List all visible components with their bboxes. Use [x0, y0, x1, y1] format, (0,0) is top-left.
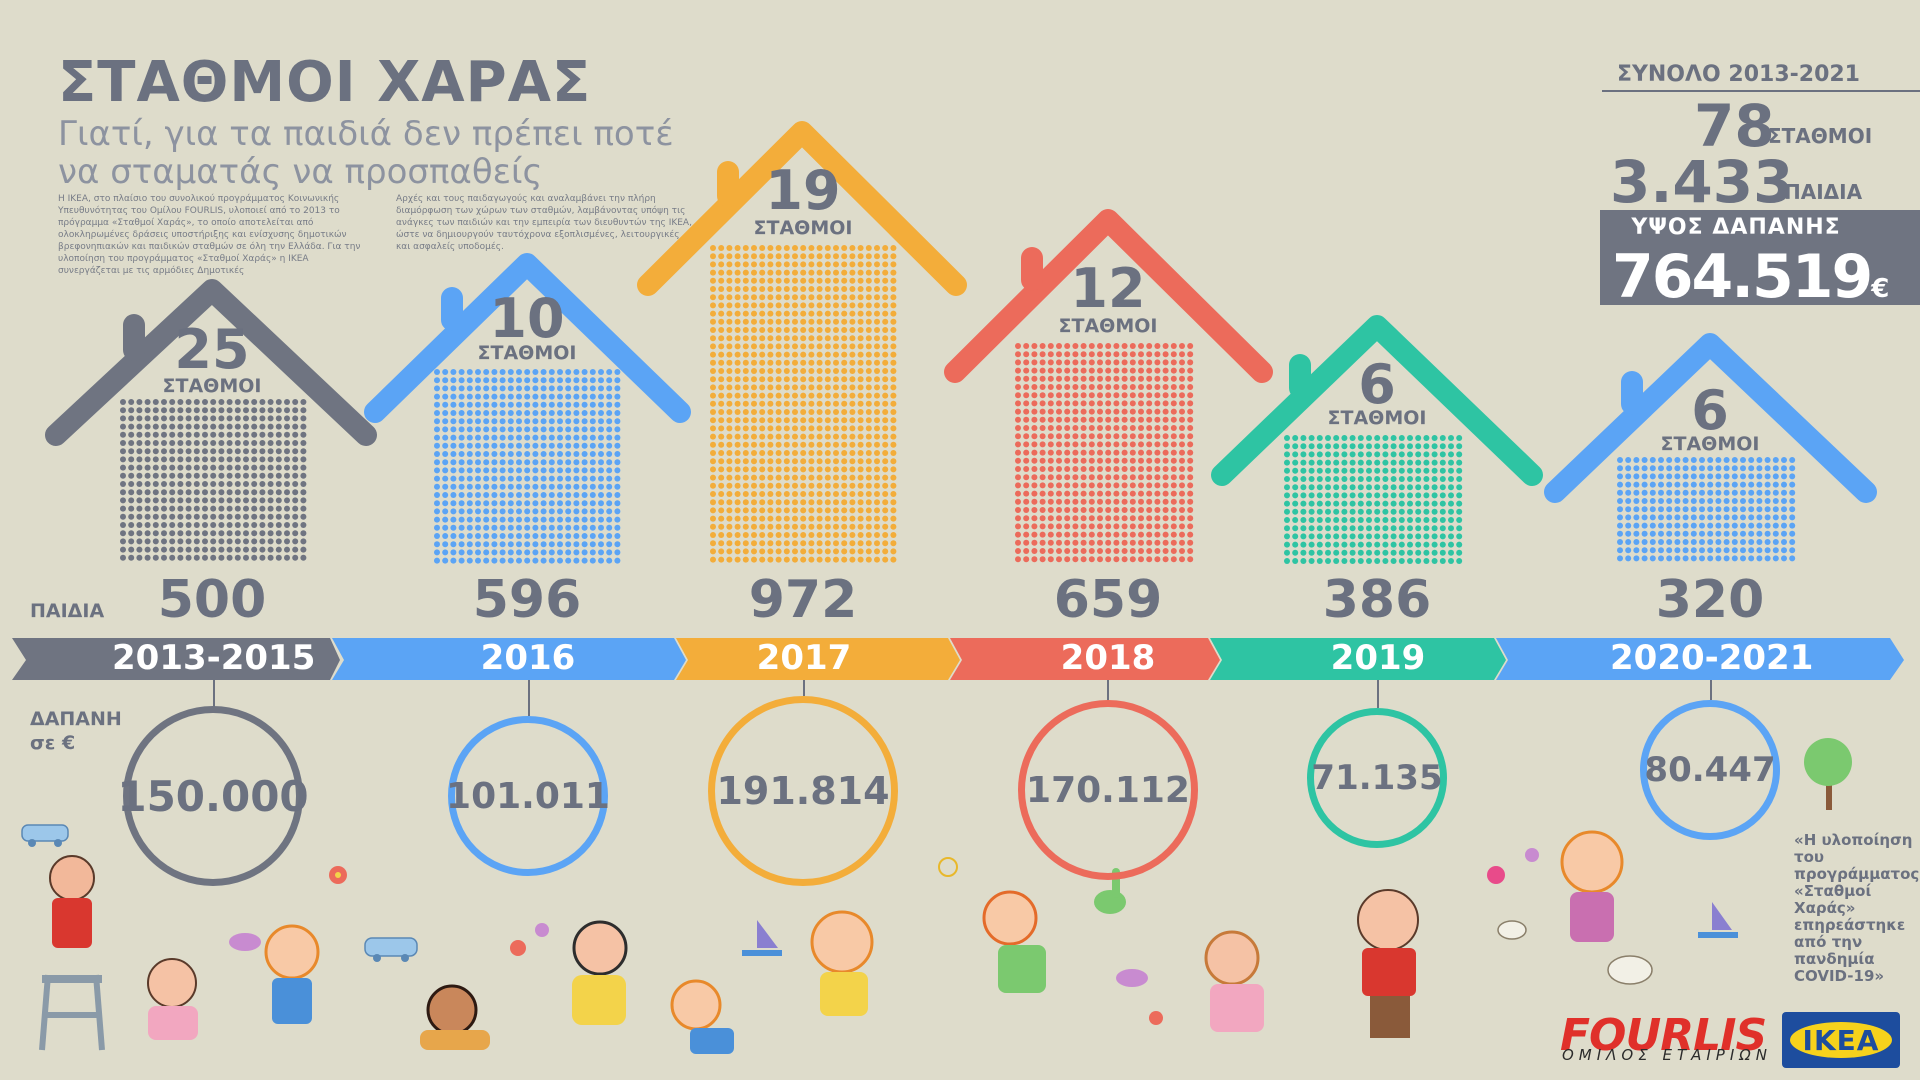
children-count-2017: 972 — [748, 570, 858, 630]
connector-2016 — [528, 680, 530, 716]
palette-icon — [1497, 920, 1653, 985]
year-label-2017: 2017 — [756, 638, 852, 678]
total-children-label: ΠΑΙΔΙΑ — [1784, 180, 1863, 204]
year-label-2018: 2018 — [1060, 638, 1156, 678]
car-icon-2 — [364, 937, 418, 962]
stations-count-2016: 10 — [489, 287, 565, 350]
totals-divider — [1602, 90, 1920, 92]
total-children-value: 3.433 — [1610, 148, 1794, 216]
total-stations-label: ΣΤΑΘΜΟΙ — [1768, 124, 1873, 148]
timeline-arrow-2016 — [332, 638, 686, 680]
year-label-2016: 2016 — [480, 638, 576, 678]
stations-label-2017: ΣΤΑΘΜΟΙ — [753, 217, 853, 239]
butterfly-icon — [535, 848, 1539, 937]
stations-count-2018: 12 — [1070, 257, 1146, 320]
children-count-2013-2015: 500 — [157, 570, 267, 630]
timeline-arrows — [12, 638, 1904, 680]
ikea-logo-text: IKEA — [1790, 1022, 1892, 1058]
house-roof-2013-2015 — [45, 279, 377, 446]
timeline-arrow-2017 — [676, 638, 960, 680]
connector-2019 — [1377, 680, 1379, 708]
house-roof-2020-2021 — [1544, 333, 1877, 503]
children-count-2020-2021: 320 — [1655, 570, 1765, 630]
cost-circle-2018: 170.112 — [1018, 700, 1198, 880]
house-roof-2017 — [637, 121, 967, 296]
currency-sign: € — [1871, 274, 1890, 304]
house-roof-2016 — [364, 253, 691, 423]
covid-note: «Η υλοποίηση του προγράμματος «Σταθμοί Χ… — [1794, 831, 1920, 985]
cat-icon — [229, 933, 1148, 987]
cost-circle-2019: 71.135 — [1307, 708, 1447, 848]
ikea-logo: IKEA — [1782, 1012, 1900, 1068]
dot-grids — [120, 245, 1796, 564]
children-count-2016: 596 — [472, 570, 582, 630]
connector-2013-2015 — [213, 680, 215, 708]
connector-2018 — [1107, 680, 1109, 700]
connector-2017 — [803, 680, 805, 696]
house-roof-2018 — [944, 209, 1273, 383]
year-label-2013-2015: 2013-2015 — [112, 638, 316, 678]
page-subtitle: Γιατί, για τα παιδιά δεν πρέπει ποτέ να … — [58, 114, 674, 192]
stations-label-2018: ΣΤΑΘΜΟΙ — [1058, 315, 1158, 337]
timeline-arrow-2018 — [950, 638, 1220, 680]
total-cost-label: ΥΨΟΣ ΔΑΠΑΝΗΣ — [1631, 215, 1841, 240]
year-label-2020-2021: 2020-2021 — [1610, 638, 1814, 678]
page-title: ΣΤΑΘΜΟΙ ΧΑΡΑΣ — [58, 50, 592, 115]
connector-2020-2021 — [1710, 680, 1712, 700]
total-stations-value: 78 — [1694, 92, 1775, 160]
timeline-arrow-2019 — [1210, 638, 1506, 680]
sailboat-icon — [742, 902, 1738, 956]
cost-circle-2017: 191.814 — [708, 696, 898, 886]
children-count-2019: 386 — [1322, 570, 1432, 630]
timeline-arrow-2020-2021 — [1496, 638, 1904, 680]
sun-icon — [938, 857, 958, 877]
house-roof-2019 — [1211, 315, 1543, 486]
tree-icon — [1804, 738, 1852, 810]
child-drawing-icon-2 — [147, 830, 1624, 1054]
fourlis-logo-subtitle: ΟΜΙΛΟΣ ΕΤΑΙΡΙΩΝ — [1562, 1046, 1772, 1064]
totals-heading: ΣΥΝΟΛΟ 2013-2021 — [1616, 62, 1860, 87]
stations-count-2020-2021: 6 — [1691, 379, 1729, 442]
fourlis-logo: FOURLIS — [1560, 1010, 1767, 1061]
cost-circle-2013-2015: 150.000 — [117, 706, 309, 886]
car-icon — [21, 824, 69, 847]
stations-count-2013-2015: 25 — [174, 318, 250, 381]
intro-paragraph-right: Αρχές και τους παιδαγωγούς και αναλαμβάν… — [396, 194, 692, 252]
intro-paragraph-left: Η ΙΚΕΑ, στο πλαίσιο του συνολικού προγρά… — [58, 194, 361, 276]
stations-label-2013-2015: ΣΤΑΘΜΟΙ — [162, 375, 262, 397]
total-cost-value: 764.519€ — [1612, 242, 1890, 312]
stations-count-2019: 6 — [1358, 353, 1396, 416]
child-drawing-icon — [39, 855, 105, 1051]
children-row-label: ΠΑΙΔΙΑ — [30, 600, 105, 622]
stations-label-2019: ΣΤΑΘΜΟΙ — [1327, 407, 1427, 429]
stations-count-2017: 19 — [765, 159, 841, 222]
cost-circle-2020-2021: 80.447 — [1640, 700, 1780, 840]
cost-row-unit: σε € — [30, 732, 76, 754]
total-cost-box: ΥΨΟΣ ΔΑΠΑΝΗΣ 764.519€ — [1600, 210, 1920, 312]
timeline-arrow-2013-2015 — [12, 638, 340, 680]
flower-icon — [329, 866, 1505, 1025]
cost-circle-2016: 101.011 — [446, 716, 610, 876]
stations-label-2020-2021: ΣΤΑΘΜΟΙ — [1660, 433, 1760, 455]
cost-row-label: ΔΑΠΑΝΗ — [30, 708, 122, 730]
children-count-2018: 659 — [1053, 570, 1163, 630]
stations-label-2016: ΣΤΑΘΜΟΙ — [477, 342, 577, 364]
year-label-2019: 2019 — [1330, 638, 1426, 678]
